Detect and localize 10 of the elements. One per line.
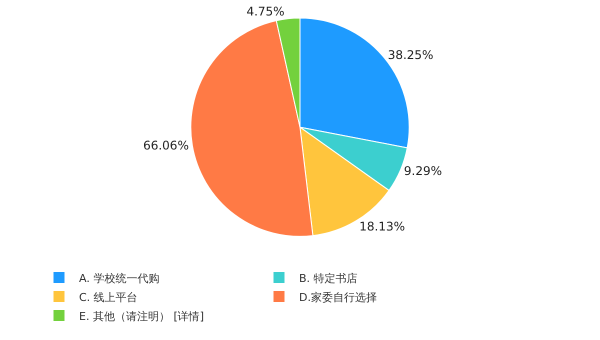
legend-label: E. 其他（请注明） [详情] [79, 310, 204, 323]
data-label: 4.75% [246, 4, 285, 19]
data-label: 38.25% [388, 48, 434, 62]
legend-label: A. 学校统一代购 [79, 272, 160, 285]
data-label: 66.06% [143, 138, 189, 153]
legend-label: C. 线上平台 [79, 290, 138, 304]
data-label: 18.13% [359, 219, 405, 234]
legend-label: B. 特定书店 [299, 272, 358, 285]
legend-label: D.家委自行选择 [299, 290, 377, 304]
data-label: 9.29% [404, 164, 442, 178]
